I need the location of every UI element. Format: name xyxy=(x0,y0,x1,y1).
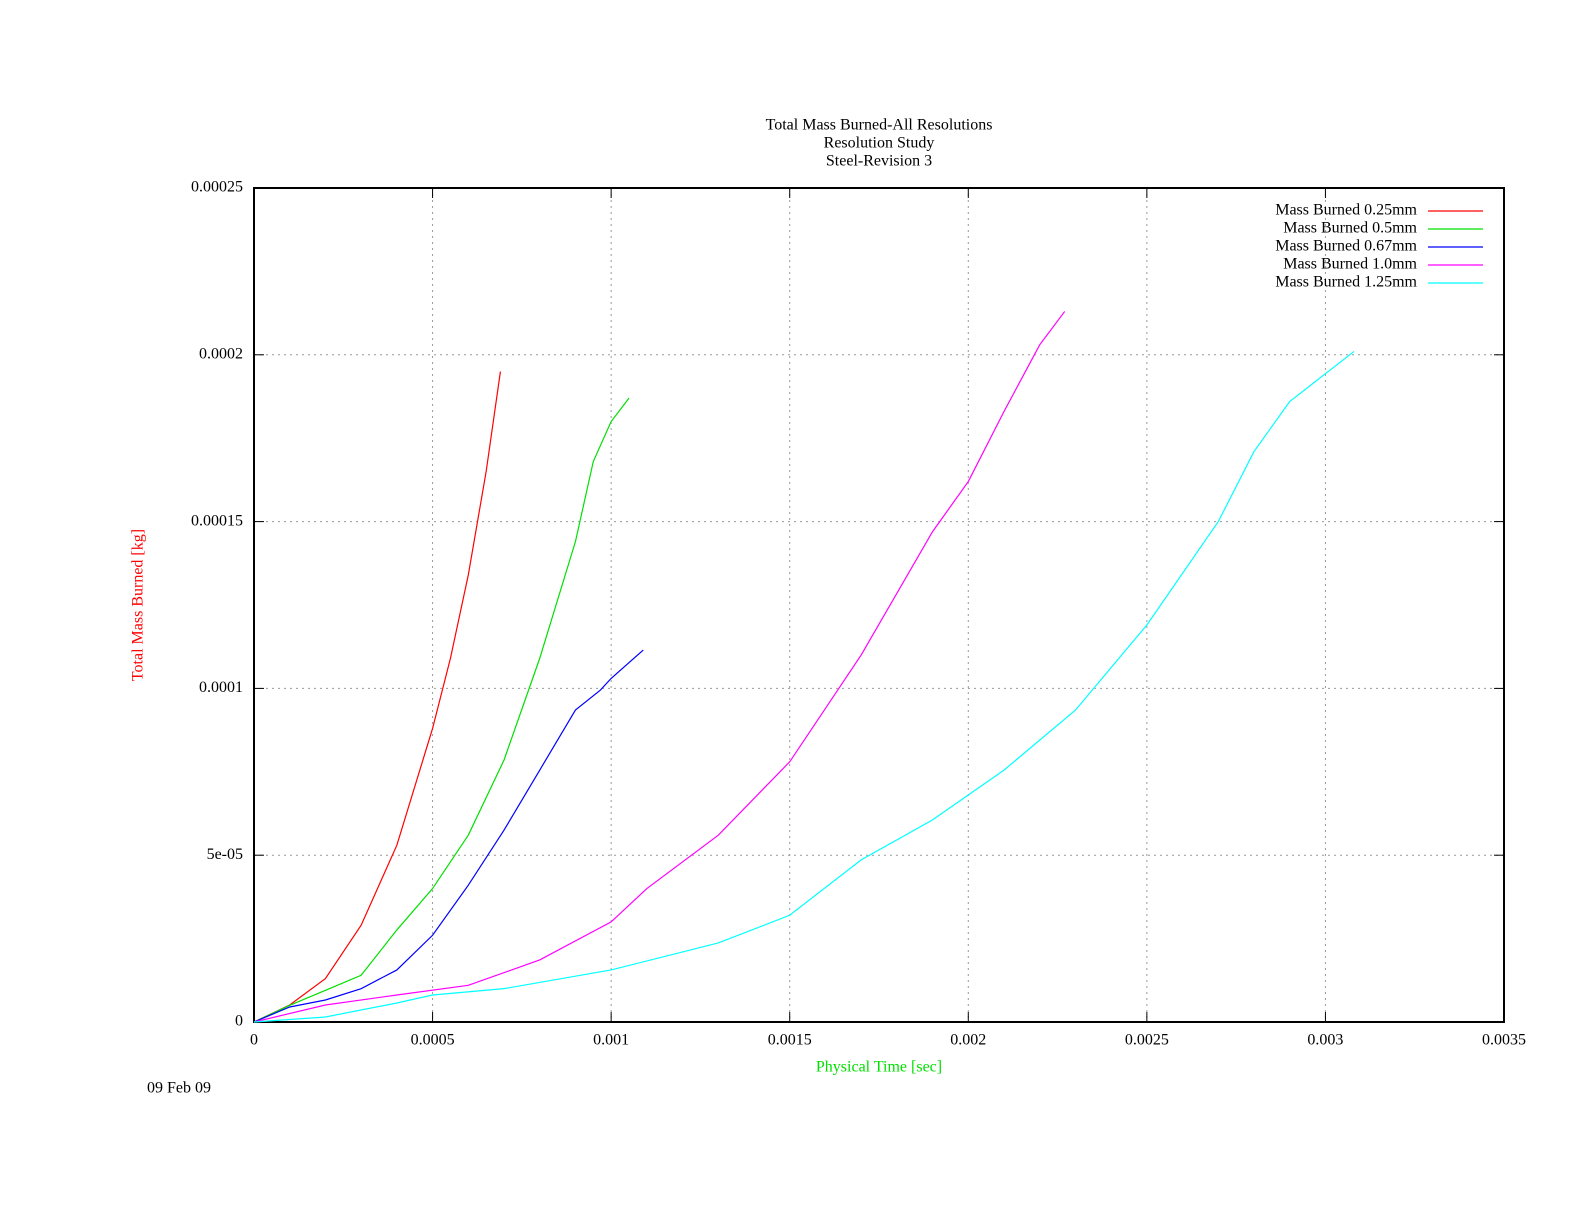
series-line xyxy=(253,649,644,1023)
series-line xyxy=(253,397,630,1023)
chart-title: Steel-Revision 3 xyxy=(826,153,932,170)
x-tick-label: 0.0015 xyxy=(768,1032,812,1049)
y-tick-label: 0 xyxy=(235,1013,243,1030)
series-line xyxy=(253,350,1355,1023)
legend-label: Mass Burned 1.0mm xyxy=(1283,256,1417,273)
x-tick-label: 0.0025 xyxy=(1125,1032,1169,1049)
x-tick-label: 0.001 xyxy=(593,1032,629,1049)
x-tick-label: 0.0005 xyxy=(411,1032,455,1049)
footnote: 09 Feb 09 xyxy=(147,1080,211,1097)
chart-title: Total Mass Burned-All Resolutions xyxy=(766,117,993,134)
y-tick-label: 0.0001 xyxy=(199,679,243,696)
legend-label: Mass Burned 0.25mm xyxy=(1275,202,1417,219)
x-tick-label: 0.0035 xyxy=(1482,1032,1526,1049)
y-tick-label: 0.00025 xyxy=(191,179,243,196)
y-tick-label: 5e-05 xyxy=(207,846,243,863)
plot-frame xyxy=(253,187,1505,1023)
x-tick-label: 0.003 xyxy=(1307,1032,1343,1049)
y-axis-label: Total Mass Burned [kg] xyxy=(130,529,147,681)
x-tick-label: 0.002 xyxy=(950,1032,986,1049)
series-line xyxy=(253,311,1066,1023)
legend-label: Mass Burned 0.5mm xyxy=(1283,220,1417,237)
legend-label: Mass Burned 0.67mm xyxy=(1275,238,1417,255)
legend-label: Mass Burned 1.25mm xyxy=(1275,274,1417,291)
series-line xyxy=(253,371,502,1023)
y-tick-label: 0.0002 xyxy=(199,345,243,362)
y-tick-label: 0.00015 xyxy=(191,512,243,529)
chart-title: Resolution Study xyxy=(824,135,935,152)
x-axis-label: Physical Time [sec] xyxy=(816,1059,942,1076)
x-tick-label: 0 xyxy=(250,1032,258,1049)
